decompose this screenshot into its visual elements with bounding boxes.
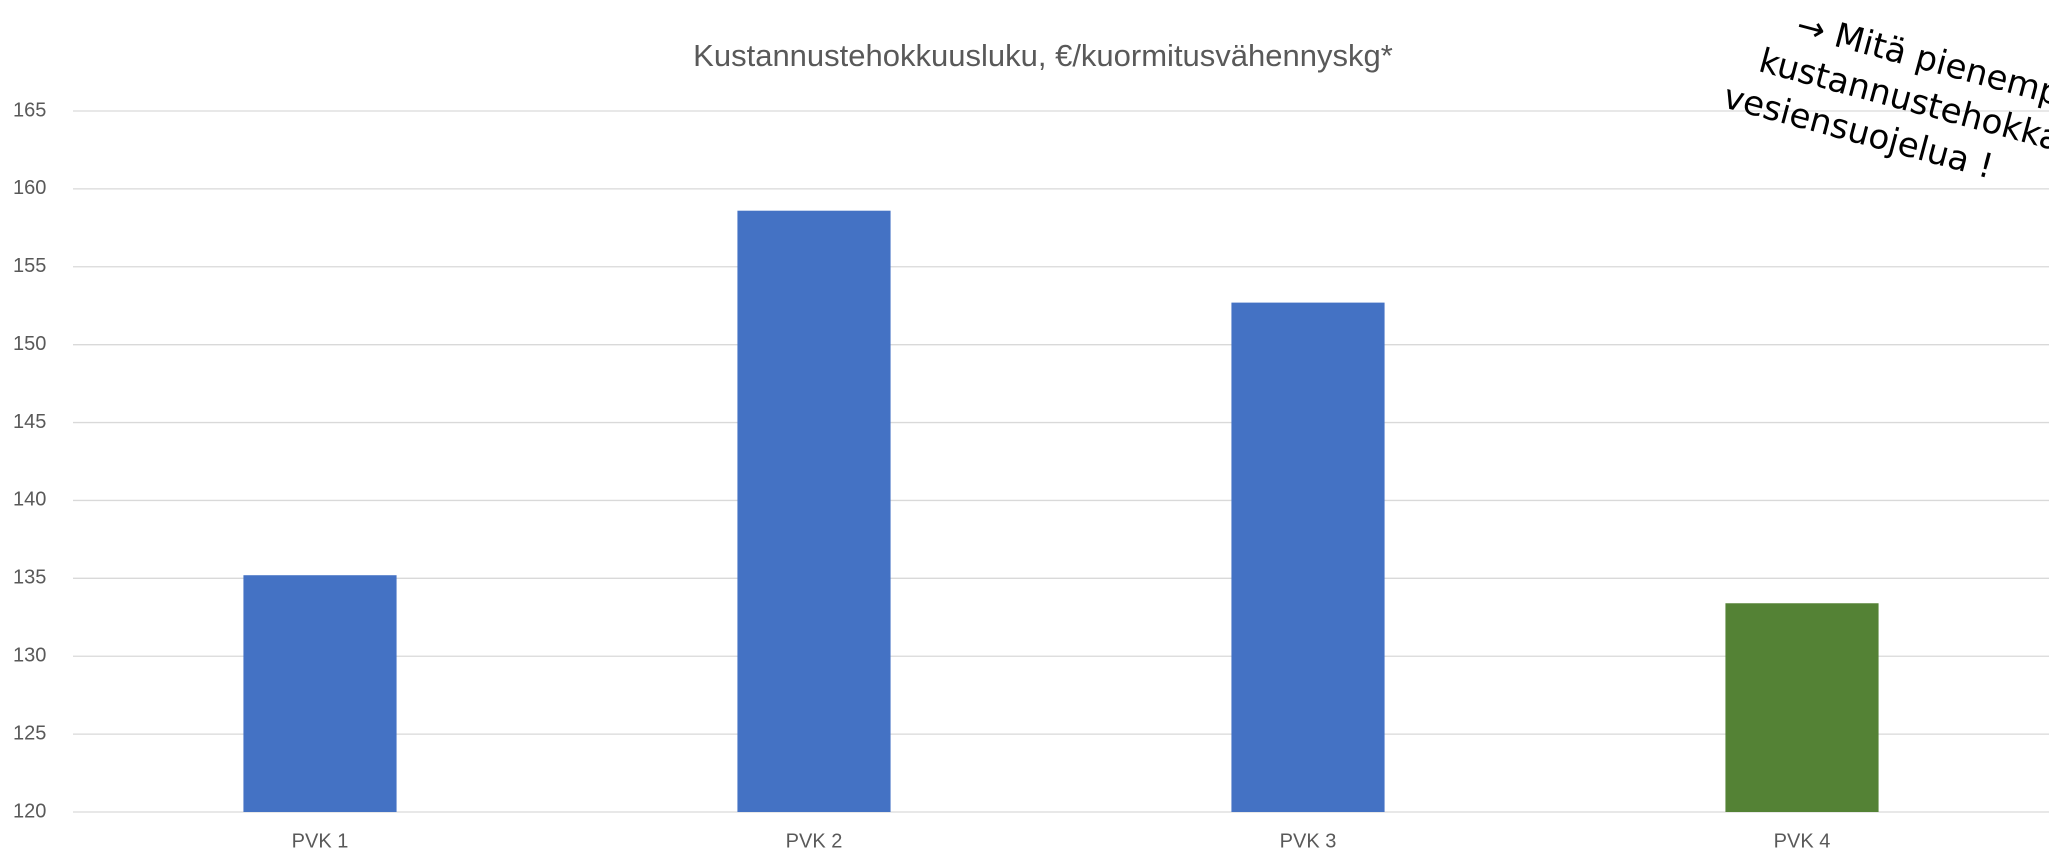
bar [1231,302,1385,812]
y-tick-label: 120 [13,800,46,822]
x-tick-label: PVK 2 [786,830,843,852]
y-tick-label: 135 [13,567,46,589]
x-tick-label: PVK 3 [1280,830,1337,852]
y-tick-label: 150 [13,333,46,355]
y-tick-label: 160 [13,177,46,199]
y-tick-label: 165 [13,99,46,121]
x-tick-label: PVK 4 [1774,830,1831,852]
chart-title: Kustannustehokkuusluku, €/kuormitusvähen… [693,38,1393,73]
bar [243,575,397,812]
y-tick-label: 130 [13,645,46,667]
y-tick-label: 125 [13,722,46,744]
y-tick-label: 145 [13,411,46,433]
bar [1725,603,1879,812]
y-tick-label: 140 [13,489,46,511]
annotation: → Mitä pienemp kustannustehokka vesiensu… [1719,5,2049,187]
x-tick-label: PVK 1 [292,830,349,852]
bar [737,210,891,813]
y-tick-label: 155 [13,255,46,277]
